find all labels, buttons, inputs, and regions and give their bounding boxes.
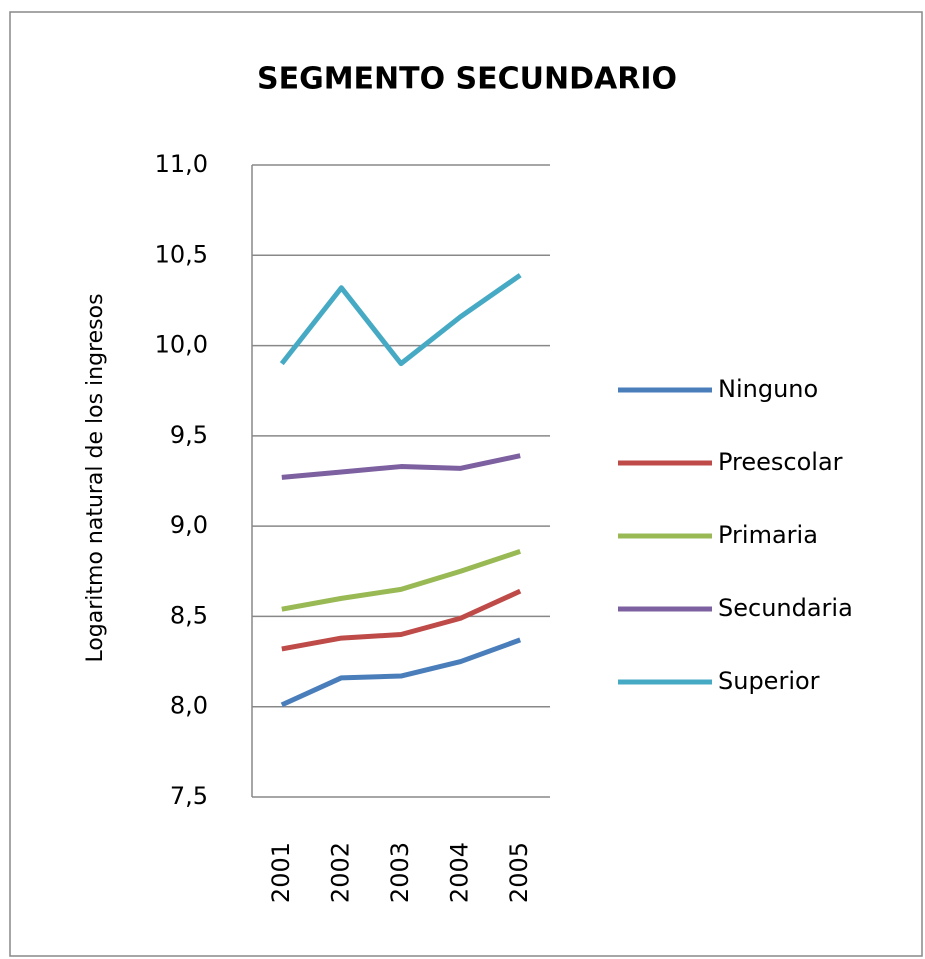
y-tick-label: 7,5 [170, 782, 208, 810]
line-series [280, 637, 522, 708]
x-tick-label: 2002 [326, 842, 354, 903]
y-tick-label: 10,0 [155, 331, 208, 359]
legend-label: Primaria [718, 521, 818, 549]
y-tick-label: 8,0 [170, 692, 208, 720]
legend-label: Ninguno [718, 375, 818, 403]
legend-label: Superior [718, 667, 820, 695]
y-tick-label: 9,0 [170, 511, 208, 539]
x-tick-label: 2005 [505, 842, 533, 903]
x-tick-label: 2003 [386, 842, 414, 903]
chart-title: SEGMENTO SECUNDARIO [257, 62, 677, 97]
y-tick-label: 9,5 [170, 421, 208, 449]
y-tick-label: 8,5 [170, 601, 208, 629]
line-series [279, 273, 522, 367]
y-tick-label: 10,5 [155, 240, 208, 268]
line-series [281, 588, 522, 652]
chart-frame [9, 11, 923, 957]
legend-label: Preescolar [718, 448, 843, 476]
line-series [281, 549, 521, 612]
legend-label: Secundaria [718, 594, 853, 622]
x-tick-label: 2004 [446, 842, 474, 903]
y-axis-title: Logaritmo natural de los ingresos [83, 293, 108, 662]
x-tick-label: 2001 [267, 842, 295, 903]
line-series [281, 453, 521, 480]
y-tick-label: 11,0 [155, 150, 208, 178]
